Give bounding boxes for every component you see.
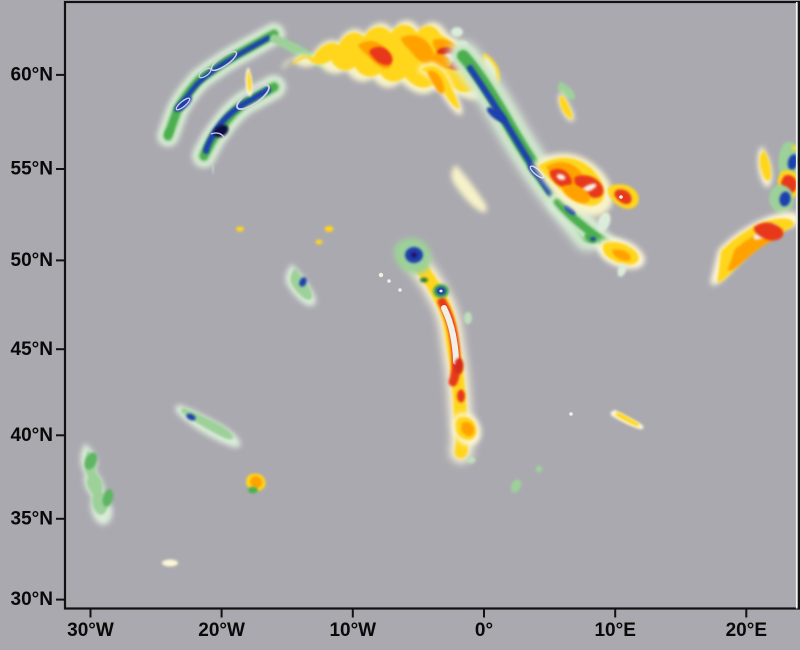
svg-text:35°N: 35°N xyxy=(11,508,53,529)
svg-text:50°N: 50°N xyxy=(11,250,53,271)
svg-text:20°W: 20°W xyxy=(198,620,245,641)
svg-text:45°N: 45°N xyxy=(11,339,53,360)
svg-text:20°E: 20°E xyxy=(726,620,767,641)
svg-text:40°N: 40°N xyxy=(11,425,53,446)
svg-text:30°N: 30°N xyxy=(11,589,53,610)
svg-text:10°E: 10°E xyxy=(594,620,635,641)
svg-text:55°N: 55°N xyxy=(11,159,53,180)
svg-text:30°W: 30°W xyxy=(67,620,114,641)
svg-text:0°: 0° xyxy=(475,620,493,641)
svg-text:10°W: 10°W xyxy=(329,620,376,641)
svg-text:60°N: 60°N xyxy=(11,65,53,86)
